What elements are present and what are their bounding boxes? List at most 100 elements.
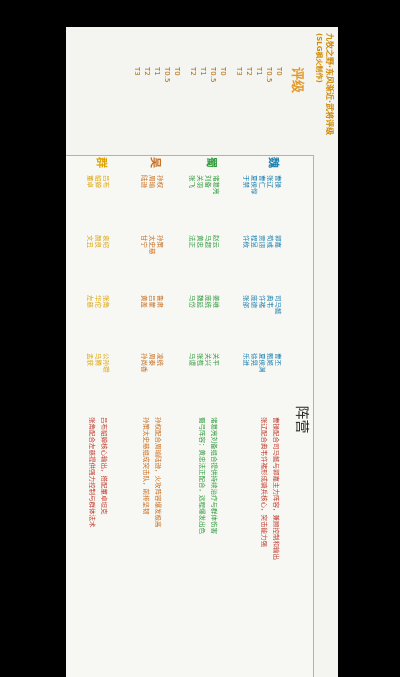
general-name: 董卓	[86, 175, 94, 188]
tier-block-1: T0 T0.5 T1 T2 T3	[234, 67, 284, 153]
tier-row: T0.5	[162, 67, 172, 153]
tier-row: T0	[218, 67, 228, 153]
general-name: 赵云	[212, 235, 220, 248]
tier-heading: 评级	[289, 67, 304, 94]
tier-label: T0.5	[163, 67, 171, 83]
general-name: 于禁	[242, 175, 250, 188]
wei-col-1: 曹操 张辽 曹仁 夏侯惇 于禁	[242, 175, 282, 195]
general-name: 甄姬	[266, 353, 274, 366]
general-name: 陆逊	[140, 175, 148, 188]
general-name: 乐进	[242, 353, 250, 366]
general-name: 马岱	[188, 295, 196, 308]
tier-row: T1	[152, 67, 162, 153]
general-name: 凌统	[156, 353, 164, 366]
tier-label: T0	[219, 67, 227, 76]
general-name: 诸葛亮	[212, 175, 220, 195]
general-name: 典韦	[266, 295, 274, 308]
general-name: 夏侯渊	[258, 353, 266, 373]
general-name: 夏侯惇	[250, 175, 258, 195]
general-name: 郭嘉	[274, 235, 282, 248]
shu-col-4: 关平 关兴 张苞 马谡	[188, 353, 220, 366]
general-name: 公孙瓒	[102, 353, 110, 373]
general-name: 马腾	[94, 353, 102, 366]
tier-label: T2	[143, 67, 151, 76]
tier-row: T1	[254, 67, 264, 153]
faction-wei-title: 魏	[267, 157, 280, 168]
wei-col-2: 郭嘉 荀彧 贾诩 程昱 许攸	[242, 235, 282, 248]
general-name: 马谡	[188, 353, 196, 366]
general-name: 鲁肃	[156, 295, 164, 308]
general-name: 关兴	[204, 353, 212, 366]
general-name: 黄忠	[196, 235, 204, 248]
general-name: 司马懿	[274, 295, 282, 315]
general-name: 太史慈	[148, 235, 156, 255]
general-name: 吕布	[102, 175, 110, 188]
general-name: 许攸	[242, 235, 250, 248]
general-name: 左慈	[86, 295, 94, 308]
general-name: 程昱	[250, 235, 258, 248]
wu-col-1: 孙权 周瑜 陆逊	[140, 175, 164, 188]
qun-note-2: 张角配合左慈提供强力控制与群体法术	[88, 417, 96, 528]
tier-row: T1	[198, 67, 208, 153]
tier-label: T1	[199, 67, 207, 76]
general-name: 孟获	[86, 353, 94, 366]
general-name: 孙权	[156, 175, 164, 188]
general-name: 荀彧	[266, 235, 274, 248]
general-name: 华佗	[94, 295, 102, 308]
general-name: 曹仁	[258, 175, 266, 188]
tier-label: T1	[153, 67, 161, 76]
faction-wu-title: 吴	[149, 157, 162, 168]
qun-col-2: 袁绍 颜良 文丑	[86, 235, 110, 248]
tier-list: T0 T0.5 T1 T2 T3 T0 T0.5 T1 T2 T0 T0.5 T…	[126, 67, 284, 153]
shu-col-1: 诸葛亮 刘备 关羽 张飞	[188, 175, 220, 195]
general-name: 徐晃	[250, 353, 258, 366]
wu-col-2: 孙策 太史慈 甘宁	[140, 235, 164, 255]
general-name: 周瑜	[148, 175, 156, 188]
general-name: 张郃	[242, 295, 250, 308]
general-name: 孙尚香	[140, 353, 148, 373]
general-name: 周泰	[148, 353, 156, 366]
general-name: 庞统	[204, 295, 212, 308]
shu-note-2: 蜀弓阵容：黄忠法正配合，远程爆发出色	[198, 417, 206, 534]
wei-note-1: 曹操配合司马懿与郭嘉主力阵容，兼顾控制和输出	[272, 417, 280, 560]
tier-label: T3	[133, 67, 141, 76]
faction-qun-title: 群	[95, 157, 108, 168]
general-name: 许褚	[258, 295, 266, 308]
tier-label: T0	[275, 67, 283, 76]
wu-col-3: 鲁肃 吕蒙 黄盖	[140, 295, 164, 308]
general-name: 颜良	[94, 235, 102, 248]
tier-label: T0	[173, 67, 181, 76]
wu-note-2: 孙策太史慈组成突击队，前排坚韧	[142, 417, 150, 515]
general-name: 贾诩	[258, 235, 266, 248]
wei-note-2: 张辽配合典韦许褚形成骑兵核心，突击能力强	[260, 417, 268, 547]
general-name: 文丑	[86, 235, 94, 248]
general-name: 吕蒙	[148, 295, 156, 308]
tier-block-3: T0 T0.5 T1 T2 T3	[132, 67, 182, 153]
general-name: 甘宁	[140, 235, 148, 248]
tier-label: T2	[189, 67, 197, 76]
tier-row: T2	[244, 67, 254, 153]
tier-label: T1	[255, 67, 263, 76]
general-name: 黄盖	[140, 295, 148, 308]
tier-row: T3	[234, 67, 244, 153]
general-name: 张辽	[266, 175, 274, 188]
general-name: 袁绍	[102, 235, 110, 248]
wei-col-4: 曹丕 甄姬 夏侯渊 徐晃 乐进	[242, 353, 282, 373]
general-name: 关平	[212, 353, 220, 366]
general-name: 张苞	[196, 353, 204, 366]
general-name: 曹操	[274, 175, 282, 188]
wu-note-1: 孙权配合周瑜陆逊，火攻阵容爆发极高	[154, 417, 162, 528]
qun-col-1: 吕布 貂蝉 董卓	[86, 175, 110, 188]
spreadsheet-page: 九牧之野·东风渐近·武将评级 (SLG枫火制作) 评级 T0 T0.5 T1 T…	[66, 27, 338, 677]
general-name: 关羽	[196, 175, 204, 188]
title-text: 九牧之野·东风渐近·武将评级	[325, 33, 334, 136]
general-name: 孙策	[156, 235, 164, 248]
tier-label: T0.5	[209, 67, 217, 83]
shu-col-3: 姜维 庞统 魏延 马岱	[188, 295, 220, 308]
general-name: 魏延	[196, 295, 204, 308]
wei-col-3: 司马懿 典韦 许褚 庞德 张郃	[242, 295, 282, 315]
document-title: 九牧之野·东风渐近·武将评级 (SLG枫火制作)	[314, 33, 334, 143]
tier-row: T0.5	[208, 67, 218, 153]
general-name: 张飞	[188, 175, 196, 188]
general-name: 貂蝉	[94, 175, 102, 188]
